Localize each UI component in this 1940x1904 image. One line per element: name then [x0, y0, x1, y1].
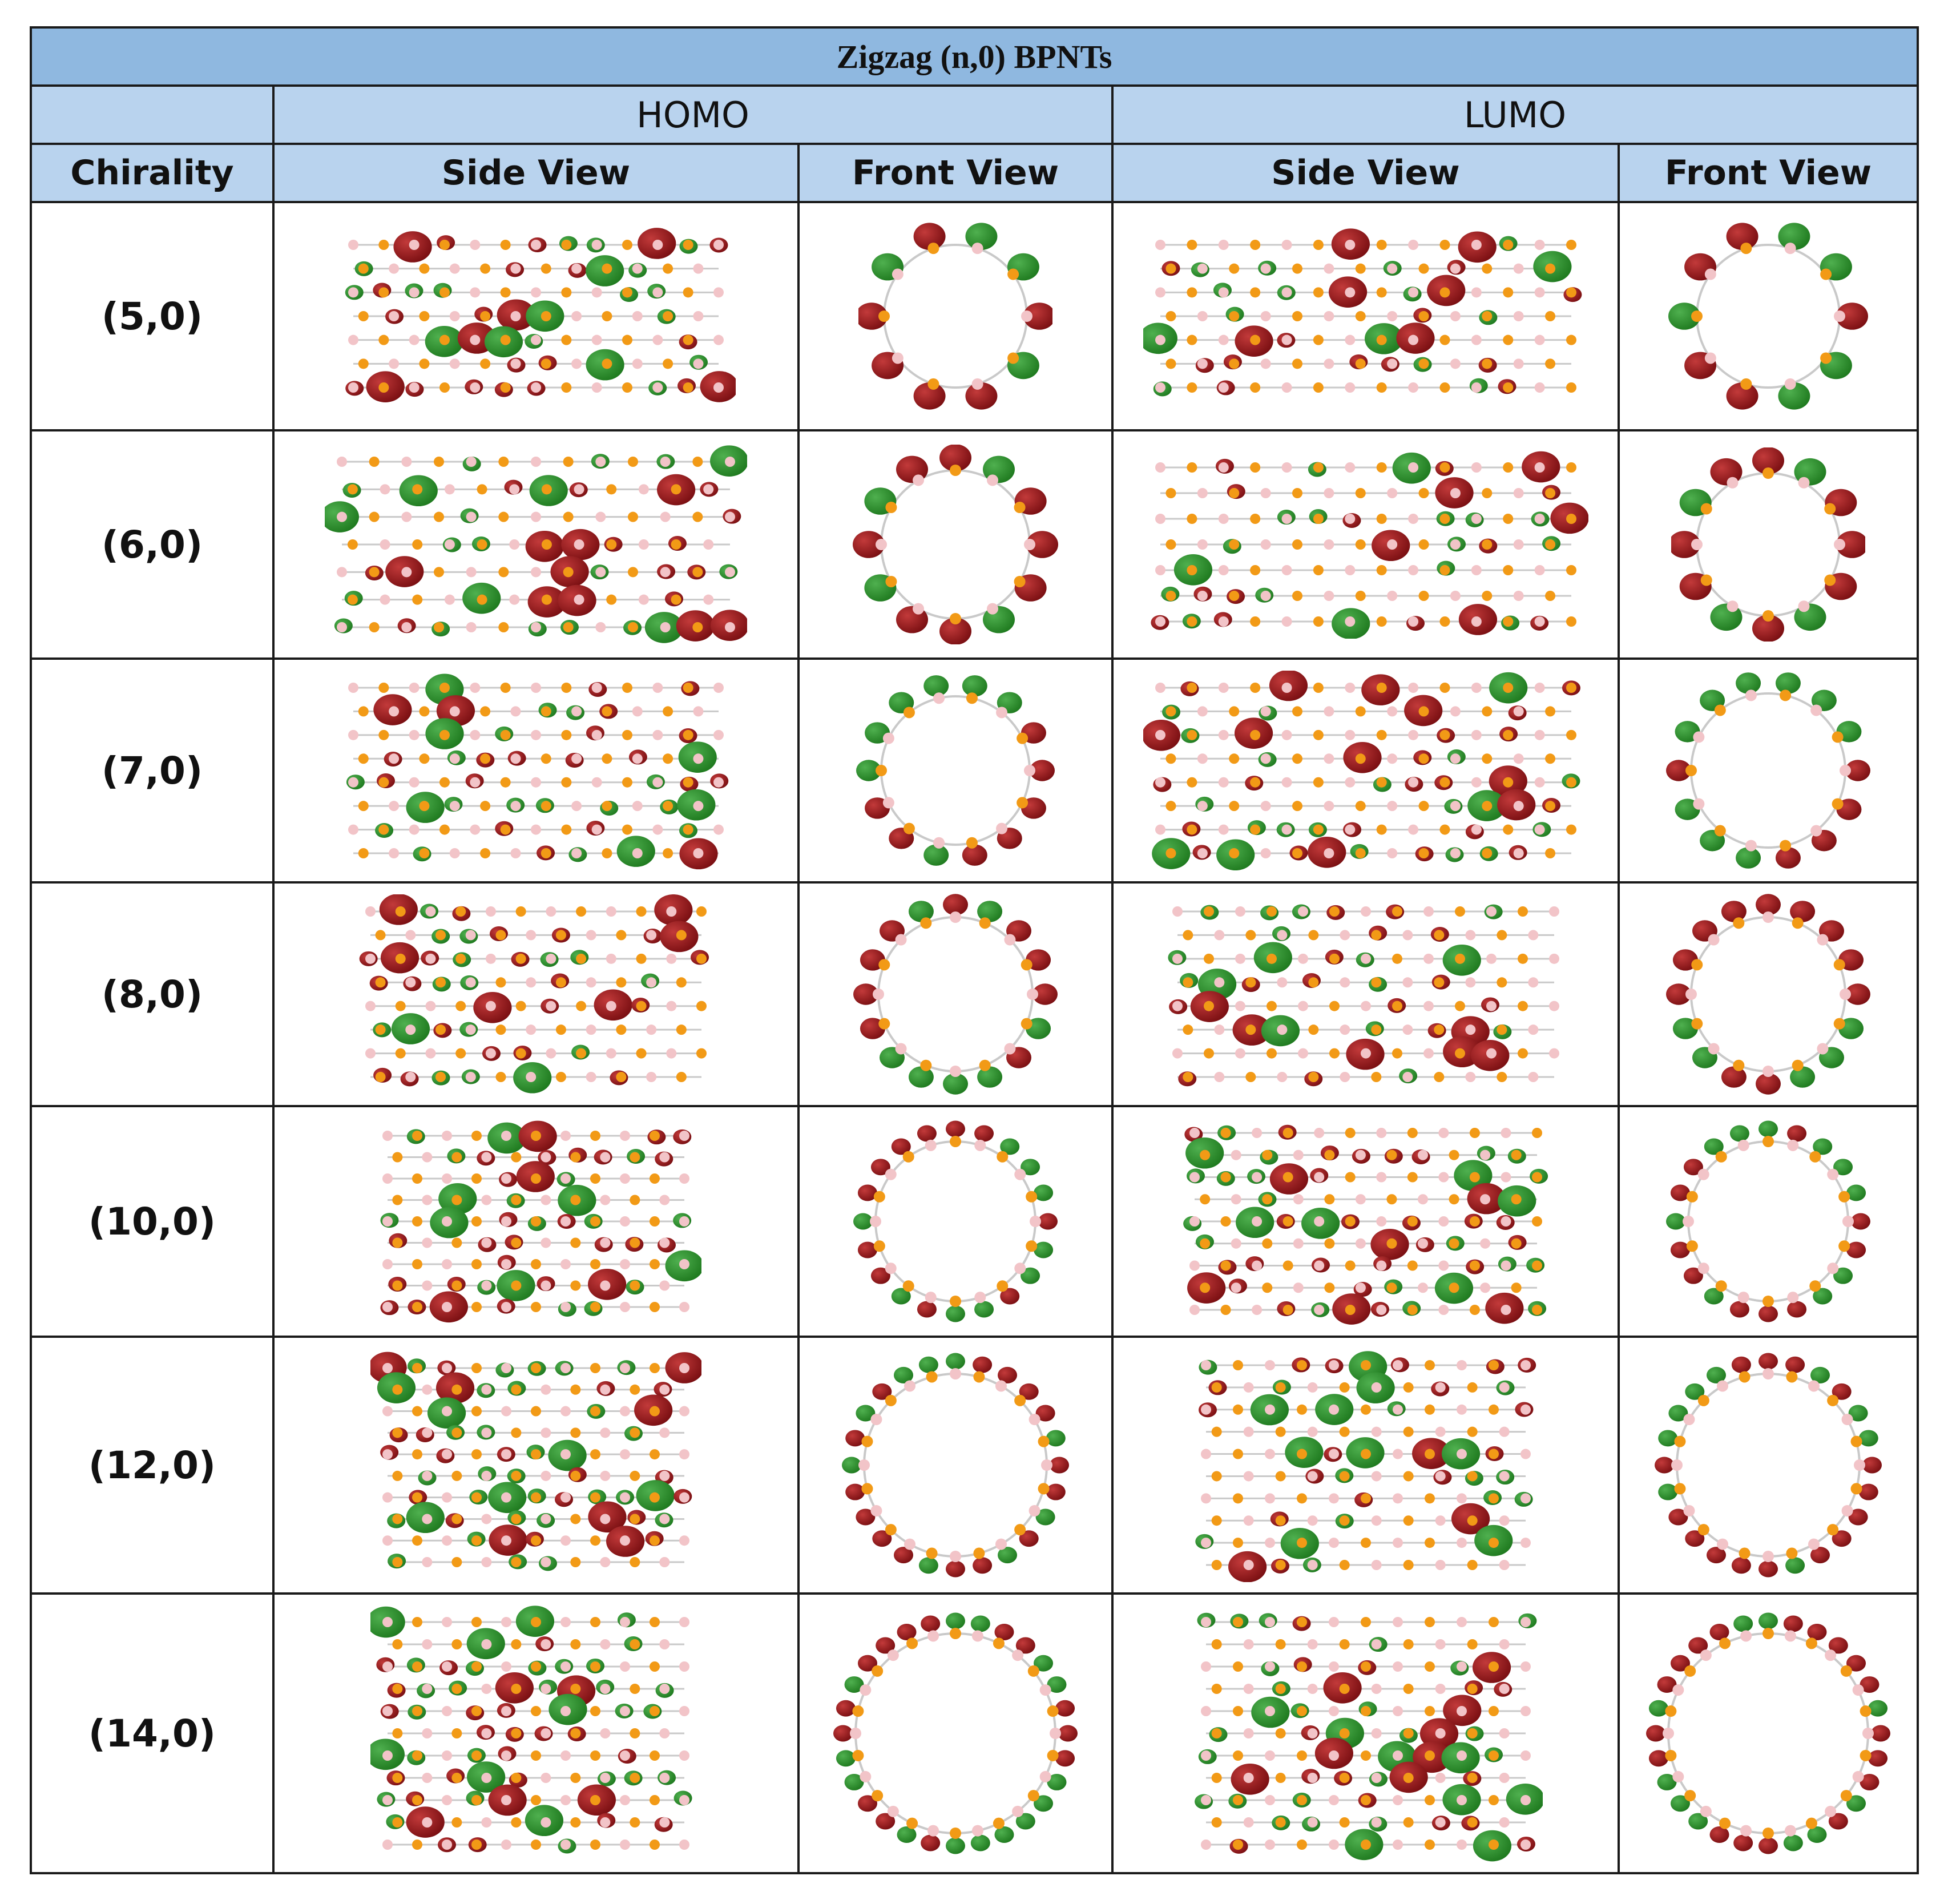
- chirality-label: (5,0): [30, 201, 275, 431]
- homo-side-view-image: [272, 429, 800, 660]
- group-spacer: [30, 84, 275, 145]
- lumo-side-view-image: [1111, 1105, 1620, 1338]
- lumo-front-view-image: [1618, 201, 1919, 431]
- lumo-front-view-image: [1618, 1336, 1919, 1595]
- lumo-side-view-image: [1111, 201, 1620, 431]
- table-row: (6,0): [30, 429, 1919, 660]
- homo-group-header: HOMO: [272, 84, 1114, 145]
- table-row: (7,0): [30, 657, 1919, 884]
- lumo-front-view-image: [1618, 1105, 1919, 1338]
- homo-front-view-image: [797, 201, 1114, 431]
- homo-front-view-image: [797, 881, 1114, 1107]
- homo-side-view-image: [272, 657, 800, 884]
- homo-side-view-image: [272, 1592, 800, 1874]
- homo-side-view-image: [272, 1105, 800, 1338]
- lumo-group-header: LUMO: [1111, 84, 1919, 145]
- homo-front-view-header: Front View: [797, 143, 1114, 203]
- homo-front-view-image: [797, 1336, 1114, 1595]
- lumo-side-view-image: [1111, 881, 1620, 1107]
- homo-front-view-image: [797, 1592, 1114, 1874]
- chirality-label: (14,0): [30, 1592, 275, 1874]
- table-row: (10,0): [30, 1105, 1919, 1338]
- chirality-label: (8,0): [30, 881, 275, 1107]
- chirality-header: Chirality: [30, 143, 275, 203]
- table-row: (5,0): [30, 201, 1919, 431]
- chirality-label: (12,0): [30, 1336, 275, 1595]
- homo-side-view-image: [272, 881, 800, 1107]
- homo-front-view-image: [797, 429, 1114, 660]
- chirality-label: (10,0): [30, 1105, 275, 1338]
- orbital-table: Zigzag (n,0) BPNTs HOMO LUMO Chirality S…: [30, 26, 1919, 1874]
- table-row: (14,0): [30, 1592, 1919, 1874]
- lumo-front-view-image: [1618, 881, 1919, 1107]
- lumo-side-view-image: [1111, 1336, 1620, 1595]
- chirality-label: (6,0): [30, 429, 275, 660]
- lumo-front-view-header: Front View: [1618, 143, 1919, 203]
- lumo-side-view-image: [1111, 429, 1620, 660]
- lumo-front-view-image: [1618, 657, 1919, 884]
- chirality-label: (7,0): [30, 657, 275, 884]
- table-row: (8,0): [30, 881, 1919, 1107]
- lumo-side-view-image: [1111, 1592, 1620, 1874]
- homo-front-view-image: [797, 657, 1114, 884]
- lumo-side-view-image: [1111, 657, 1620, 884]
- homo-side-view-image: [272, 1336, 800, 1595]
- table-row: (12,0): [30, 1336, 1919, 1595]
- homo-side-view-image: [272, 201, 800, 431]
- homo-side-view-header: Side View: [272, 143, 800, 203]
- lumo-front-view-image: [1618, 429, 1919, 660]
- homo-front-view-image: [797, 1105, 1114, 1338]
- lumo-side-view-header: Side View: [1111, 143, 1620, 203]
- table-title: Zigzag (n,0) BPNTs: [30, 26, 1919, 87]
- lumo-front-view-image: [1618, 1592, 1919, 1874]
